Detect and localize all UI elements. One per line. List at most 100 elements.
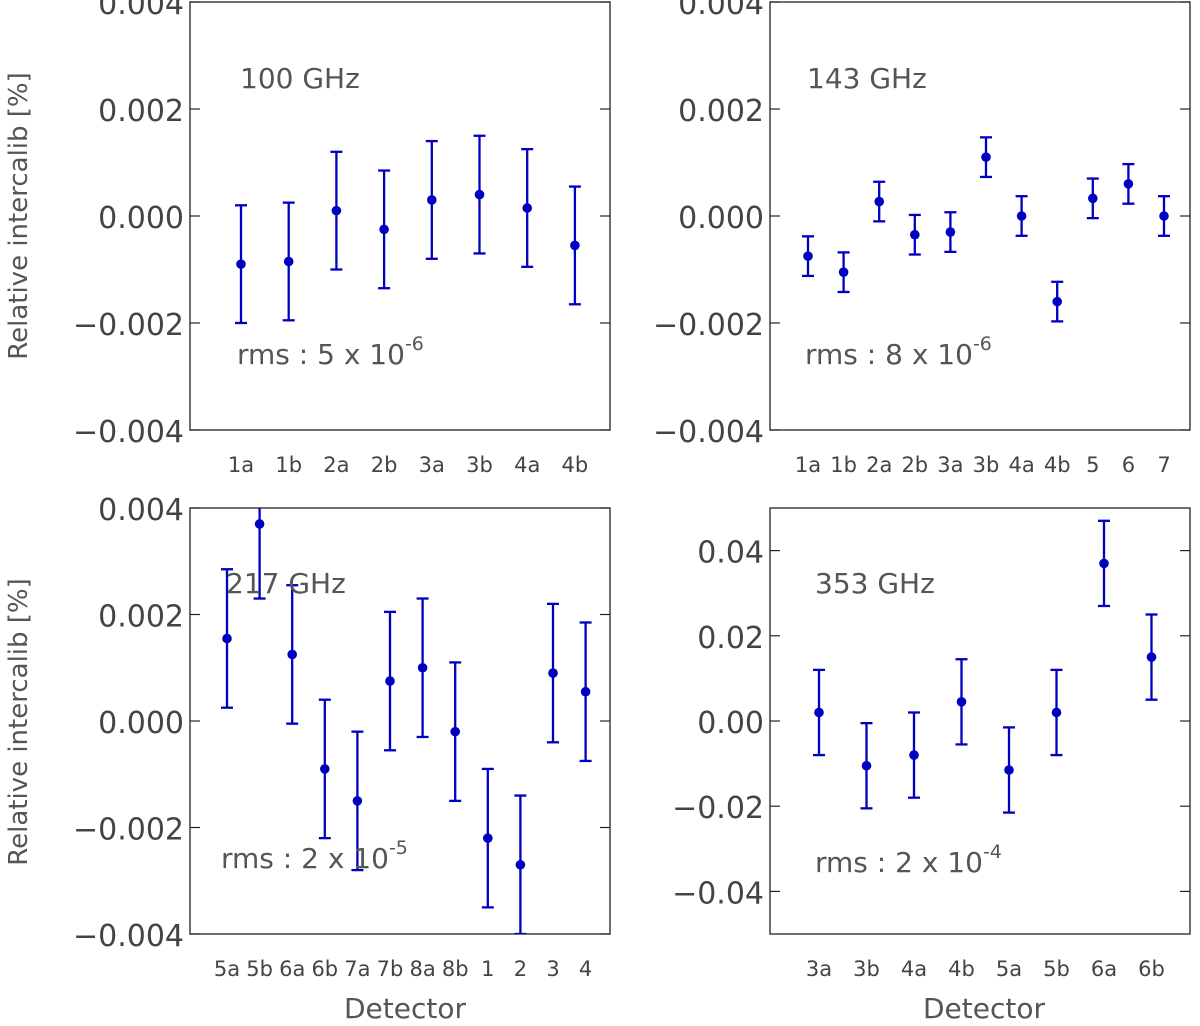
y-tick-label: 0.04 (697, 536, 764, 571)
data-point-1a (803, 251, 813, 261)
x-tick-label-4: 4 (579, 957, 592, 981)
x-tick-label-4a: 4a (1008, 453, 1034, 477)
x-tick-label-6a: 6a (1091, 957, 1117, 981)
y-tick-label: 0.004 (678, 0, 764, 22)
y-tick-label: 0.00 (697, 706, 764, 741)
x-tick-label-2b: 2b (371, 453, 398, 477)
rms-annotation: rms : 2 x 10-5 (221, 837, 408, 875)
data-point-4a (522, 203, 532, 213)
data-point-3b (474, 189, 485, 200)
data-point-2 (515, 859, 526, 870)
y-axis-title-top: Relative intercalib [%] (4, 72, 34, 360)
x-tick-label-5a: 5a (214, 957, 240, 981)
x-tick-label-3a: 3a (419, 453, 445, 477)
x-tick-label-5a: 5a (996, 957, 1022, 981)
data-point-3b (981, 152, 991, 162)
data-series (813, 519, 1158, 814)
x-tick-label-5: 5 (1086, 453, 1099, 477)
panel-frequency-label: 143 GHz (807, 62, 927, 95)
x-tick-label-1: 1 (481, 957, 494, 981)
rms-annotation: rms : 2 x 10-4 (815, 841, 1002, 879)
data-point-6a (287, 649, 298, 660)
x-tick-label-6b: 6b (1138, 957, 1165, 981)
x-axis-title-right: Detector (923, 992, 1045, 1025)
x-tick-label-1b: 1b (275, 453, 302, 477)
x-tick-label-6b: 6b (311, 957, 338, 981)
x-tick-label-3b: 3b (853, 957, 880, 981)
y-tick-label: −0.02 (672, 791, 764, 826)
x-tick-label-1a: 1a (228, 453, 254, 477)
x-tick-label-2b: 2b (901, 453, 928, 477)
data-point-2a (331, 205, 342, 216)
data-point-2b (379, 224, 389, 235)
data-point-5b (254, 519, 265, 529)
x-tick-label-8a: 8a (409, 957, 435, 981)
data-point-6b (320, 764, 330, 774)
y-axis-title-bottom: Relative intercalib [%] (4, 578, 34, 866)
rms-annotation: rms : 5 x 10-6 (237, 333, 424, 371)
data-point-3a (814, 707, 824, 718)
data-point-7 (1159, 211, 1169, 221)
data-series (802, 136, 1170, 323)
y-tick-label: 0.004 (98, 0, 184, 22)
x-tick-label-1b: 1b (830, 453, 857, 477)
data-point-1b (838, 267, 849, 277)
data-point-1b (283, 256, 294, 267)
data-point-5a (222, 633, 232, 644)
x-tick-label-7a: 7a (344, 957, 370, 981)
data-point-3 (548, 668, 558, 678)
y-tick-label: −0.04 (672, 876, 764, 911)
data-point-6 (1123, 179, 1134, 189)
x-tick-label-4b: 4b (948, 957, 975, 981)
y-tick-label: 0.000 (98, 201, 184, 236)
x-tick-label-2a: 2a (866, 453, 892, 477)
data-point-1a (236, 259, 246, 269)
data-point-3a (427, 195, 437, 205)
x-tick-label-6: 6 (1122, 453, 1135, 477)
data-point-5 (1088, 193, 1098, 204)
y-tick-label: −0.002 (653, 308, 764, 343)
x-tick-label-8b: 8b (442, 957, 469, 981)
panel-100ghz: −0.004 −0.002 0.000 0.002 0.004 1a 1b 2a 2b 3a 3b 4… (73, 0, 611, 477)
y-tick-label: 0.002 (98, 94, 184, 129)
x-tick-label-4b: 4b (1044, 453, 1071, 477)
data-point-6a (1099, 558, 1109, 569)
x-tick-label-3b: 3b (466, 453, 493, 477)
panel-frequency-label: 353 GHz (815, 567, 935, 600)
data-point-4b (570, 240, 580, 251)
data-point-7b (385, 676, 395, 686)
y-tick-label: −0.002 (73, 813, 184, 848)
panel-353ghz: −0.04 −0.02 0.00 0.02 0.04 3a 3b 4a 4b 5a 5b 6a 6b 35… (672, 507, 1191, 981)
data-point-7a (352, 796, 363, 806)
data-point-2b (910, 229, 920, 240)
data-point-8b (450, 726, 461, 737)
x-tick-label-4a: 4a (514, 453, 540, 477)
y-tick-label: 0.000 (678, 201, 764, 236)
data-point-2a (874, 196, 884, 207)
y-tick-label: 0.02 (697, 621, 764, 656)
y-tick-label: 0.002 (98, 600, 184, 635)
x-tick-label-7: 7 (1157, 453, 1170, 477)
rms-annotation: rms : 8 x 10-6 (805, 333, 992, 371)
data-series (221, 508, 592, 934)
panel-frequency-label: 217 GHz (226, 567, 346, 600)
y-tick-label: −0.002 (73, 308, 184, 343)
x-axis-title-left: Detector (344, 992, 466, 1025)
x-tick-label-5b: 5b (246, 957, 273, 981)
panel-143ghz: −0.004 −0.002 0.000 0.002 0.004 1a 1b 2a 2b 3a 3b 4… (653, 0, 1191, 477)
data-point-4 (580, 686, 591, 697)
x-tick-label-3a: 3a (806, 957, 832, 981)
data-point-1 (483, 833, 493, 843)
data-point-3a (945, 227, 956, 237)
data-point-6b (1146, 652, 1157, 662)
data-point-4b (1052, 296, 1062, 307)
data-point-5a (1004, 765, 1014, 775)
y-tick-label: 0.002 (678, 94, 764, 129)
x-tick-label-3a: 3a (937, 453, 963, 477)
x-tick-label-6a: 6a (279, 957, 305, 981)
data-point-5b (1051, 707, 1062, 718)
x-tick-label-1a: 1a (795, 453, 821, 477)
y-tick-label: −0.004 (653, 415, 764, 450)
